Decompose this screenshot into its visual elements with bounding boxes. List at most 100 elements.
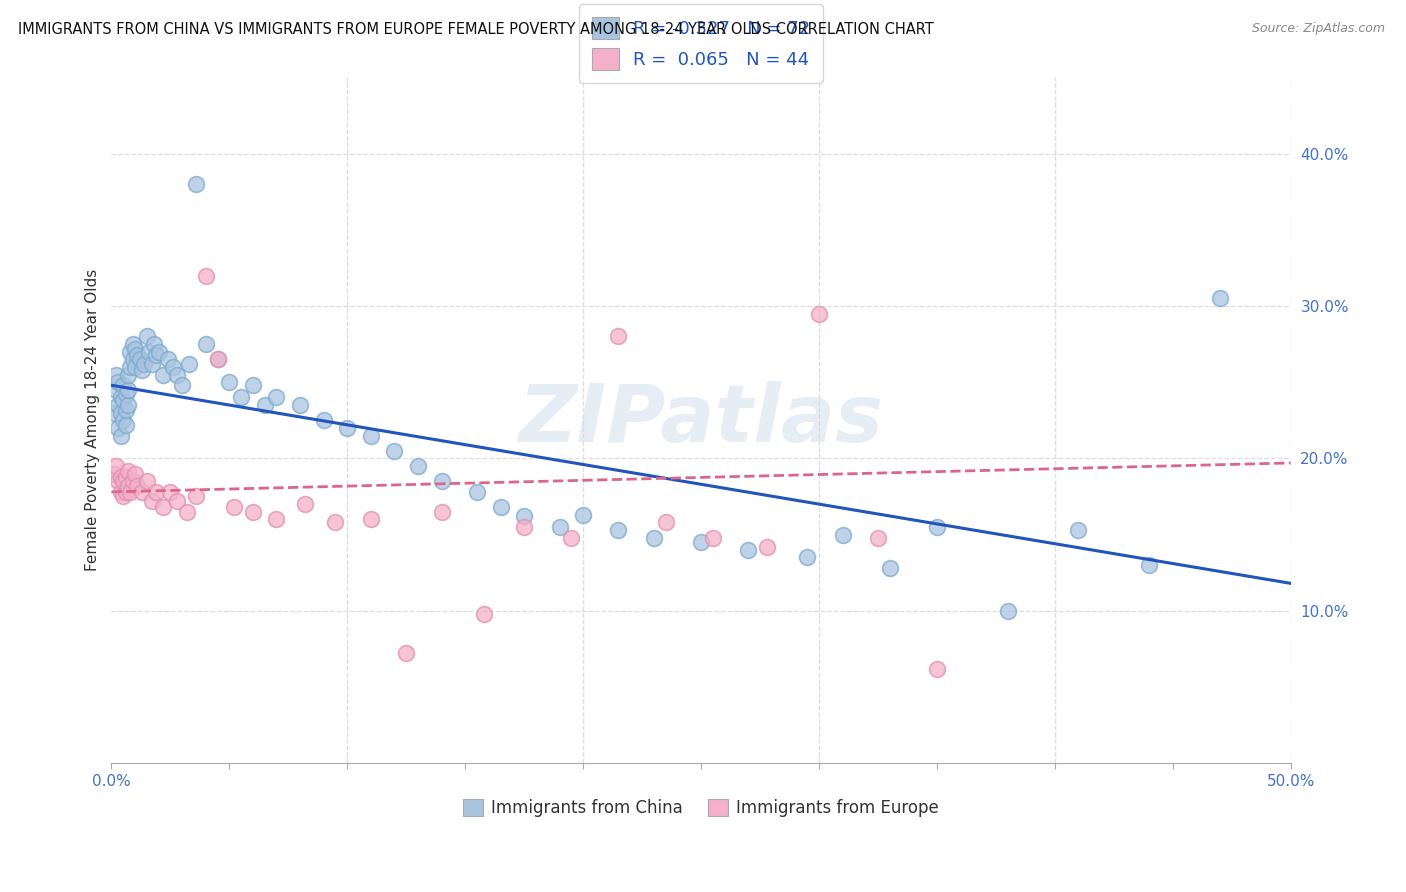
Point: [105, 458, 128, 473]
Point: [105, 383, 128, 397]
Point: [112, 413, 135, 427]
Point: [110, 469, 132, 483]
Y-axis label: Female Poverty Among 18-24 Year Olds: Female Poverty Among 18-24 Year Olds: [86, 269, 100, 572]
Point: [138, 344, 160, 359]
Point: [159, 484, 181, 499]
Point: [128, 352, 150, 367]
Point: [560, 531, 582, 545]
Point: [807, 307, 830, 321]
Point: [114, 387, 136, 401]
Point: [325, 516, 347, 530]
Text: IMMIGRANTS FROM CHINA VS IMMIGRANTS FROM EUROPE FEMALE POVERTY AMONG 18-24 YEAR : IMMIGRANTS FROM CHINA VS IMMIGRANTS FROM…: [18, 22, 934, 37]
Point: [166, 494, 188, 508]
Point: [131, 484, 153, 499]
Point: [120, 344, 142, 359]
Point: [489, 500, 512, 515]
Point: [124, 359, 146, 374]
Point: [117, 479, 139, 493]
Point: [131, 363, 153, 377]
Point: [152, 368, 174, 382]
Point: [702, 531, 724, 545]
Point: [690, 535, 713, 549]
Point: [117, 368, 139, 382]
Point: [112, 393, 135, 408]
Point: [148, 344, 170, 359]
Point: [127, 348, 149, 362]
Point: [114, 469, 136, 483]
Point: [384, 443, 406, 458]
Point: [266, 391, 288, 405]
Point: [141, 494, 163, 508]
Point: [607, 523, 630, 537]
Point: [513, 509, 536, 524]
Point: [107, 398, 129, 412]
Point: [172, 378, 194, 392]
Point: [997, 604, 1019, 618]
Text: ZIPatlas: ZIPatlas: [519, 381, 883, 459]
Point: [121, 337, 143, 351]
Point: [127, 479, 149, 493]
Point: [112, 475, 135, 489]
Point: [242, 505, 264, 519]
Point: [135, 475, 157, 489]
Point: [360, 428, 382, 442]
Point: [112, 490, 135, 504]
Point: [134, 357, 156, 371]
Point: [288, 398, 311, 412]
Point: [110, 391, 132, 405]
Point: [607, 329, 630, 343]
Point: [222, 500, 245, 515]
Point: [186, 177, 208, 191]
Point: [925, 662, 948, 676]
Point: [879, 561, 901, 575]
Point: [110, 428, 132, 442]
Point: [162, 359, 184, 374]
Point: [120, 484, 142, 499]
Point: [120, 359, 142, 374]
Legend: Immigrants from China, Immigrants from Europe: Immigrants from China, Immigrants from E…: [457, 792, 946, 823]
Point: [107, 475, 129, 489]
Point: [103, 406, 125, 420]
Point: [110, 406, 132, 420]
Point: [114, 417, 136, 432]
Point: [406, 458, 429, 473]
Point: [294, 497, 316, 511]
Point: [186, 490, 208, 504]
Point: [124, 467, 146, 481]
Point: [103, 467, 125, 481]
Point: [643, 531, 665, 545]
Point: [1067, 523, 1090, 537]
Text: Source: ZipAtlas.com: Source: ZipAtlas.com: [1251, 22, 1385, 36]
Point: [110, 484, 132, 499]
Point: [107, 375, 129, 389]
Point: [472, 607, 495, 621]
Point: [117, 383, 139, 397]
Point: [866, 531, 889, 545]
Point: [430, 505, 453, 519]
Point: [253, 398, 276, 412]
Point: [312, 413, 335, 427]
Point: [513, 520, 536, 534]
Point: [207, 352, 229, 367]
Point: [145, 348, 167, 362]
Point: [654, 516, 676, 530]
Point: [121, 475, 143, 489]
Point: [105, 368, 128, 382]
Point: [179, 357, 201, 371]
Point: [152, 500, 174, 515]
Point: [112, 378, 135, 392]
Point: [796, 550, 818, 565]
Point: [124, 342, 146, 356]
Point: [117, 398, 139, 412]
Point: [1137, 558, 1160, 572]
Point: [135, 329, 157, 343]
Point: [145, 484, 167, 499]
Point: [1209, 292, 1232, 306]
Point: [156, 352, 179, 367]
Point: [242, 378, 264, 392]
Point: [548, 520, 571, 534]
Point: [166, 368, 188, 382]
Point: [176, 505, 198, 519]
Point: [218, 375, 240, 389]
Point: [925, 520, 948, 534]
